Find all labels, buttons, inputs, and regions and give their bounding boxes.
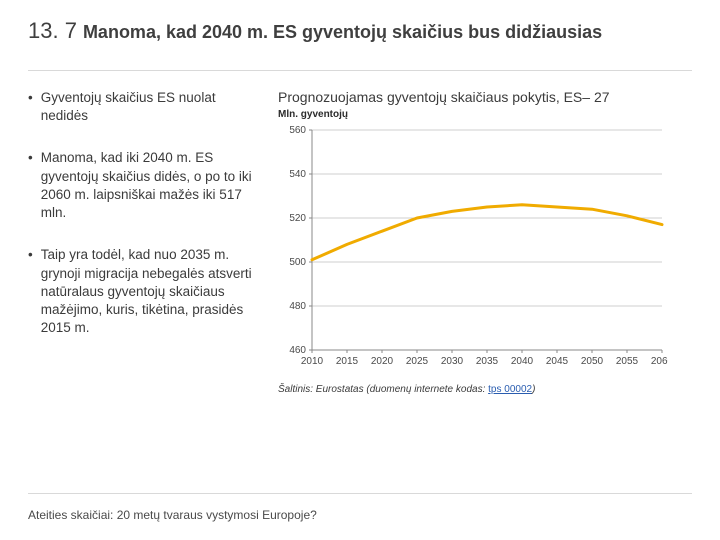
bullets-column: • Gyventojų skaičius ES nuolat nedidės •… xyxy=(28,89,258,395)
svg-text:500: 500 xyxy=(289,257,306,268)
bullet-dot-icon: • xyxy=(28,246,33,337)
svg-text:2060: 2060 xyxy=(651,356,668,367)
divider-bottom xyxy=(28,493,692,494)
bullet-dot-icon: • xyxy=(28,149,33,222)
source-line: Šaltinis: Eurostatas (duomenų internete … xyxy=(278,384,692,395)
bullet-text: Manoma, kad iki 2040 m. ES gyventojų ska… xyxy=(41,149,258,222)
svg-text:480: 480 xyxy=(289,301,306,312)
svg-text:520: 520 xyxy=(289,213,306,224)
svg-text:2035: 2035 xyxy=(476,356,499,367)
source-prefix: Šaltinis: Eurostatas xyxy=(278,384,364,395)
svg-text:560: 560 xyxy=(289,125,306,136)
chart-subtitle: Mln. gyventojų xyxy=(278,109,692,120)
bullet-item: • Manoma, kad iki 2040 m. ES gyventojų s… xyxy=(28,149,258,222)
bullet-text: Gyventojų skaičius ES nuolat nedidės xyxy=(41,89,258,125)
divider-top xyxy=(28,70,692,71)
bullet-dot-icon: • xyxy=(28,89,33,125)
svg-text:2050: 2050 xyxy=(581,356,604,367)
line-chart: 460 480 500 520 540 560 2010 2015 2020 2025 2030 20… xyxy=(278,124,668,374)
source-suffix: ) xyxy=(532,384,535,395)
footer-text: Ateities skaičiai: 20 metų tvaraus vysty… xyxy=(28,508,317,522)
svg-text:2020: 2020 xyxy=(371,356,394,367)
page-title-row: 13. 7 Manoma, kad 2040 m. ES gyventojų s… xyxy=(28,18,692,44)
content-row: • Gyventojų skaičius ES nuolat nedidės •… xyxy=(28,89,692,395)
svg-text:2025: 2025 xyxy=(406,356,429,367)
svg-text:2040: 2040 xyxy=(511,356,534,367)
chart-column: Prognozuojamas gyventojų skaičiaus pokyt… xyxy=(278,89,692,395)
svg-text:2010: 2010 xyxy=(301,356,324,367)
chart-svg: 460 480 500 520 540 560 2010 2015 2020 2025 2030 20… xyxy=(278,124,668,374)
svg-text:2015: 2015 xyxy=(336,356,359,367)
source-mid: (duomenų internete kodas: xyxy=(364,384,489,395)
svg-text:540: 540 xyxy=(289,169,306,180)
bullet-text: Taip yra todėl, kad nuo 2035 m. grynoji … xyxy=(41,246,258,337)
svg-text:2055: 2055 xyxy=(616,356,639,367)
page-number: 13. 7 xyxy=(28,18,77,44)
page-title: Manoma, kad 2040 m. ES gyventojų skaičiu… xyxy=(83,22,602,43)
chart-title: Prognozuojamas gyventojų skaičiaus pokyt… xyxy=(278,89,692,105)
svg-text:460: 460 xyxy=(289,345,306,356)
bullet-item: • Gyventojų skaičius ES nuolat nedidės xyxy=(28,89,258,125)
svg-text:2045: 2045 xyxy=(546,356,569,367)
svg-text:2030: 2030 xyxy=(441,356,464,367)
bullet-item: • Taip yra todėl, kad nuo 2035 m. grynoj… xyxy=(28,246,258,337)
source-link[interactable]: tps 00002 xyxy=(488,384,532,395)
